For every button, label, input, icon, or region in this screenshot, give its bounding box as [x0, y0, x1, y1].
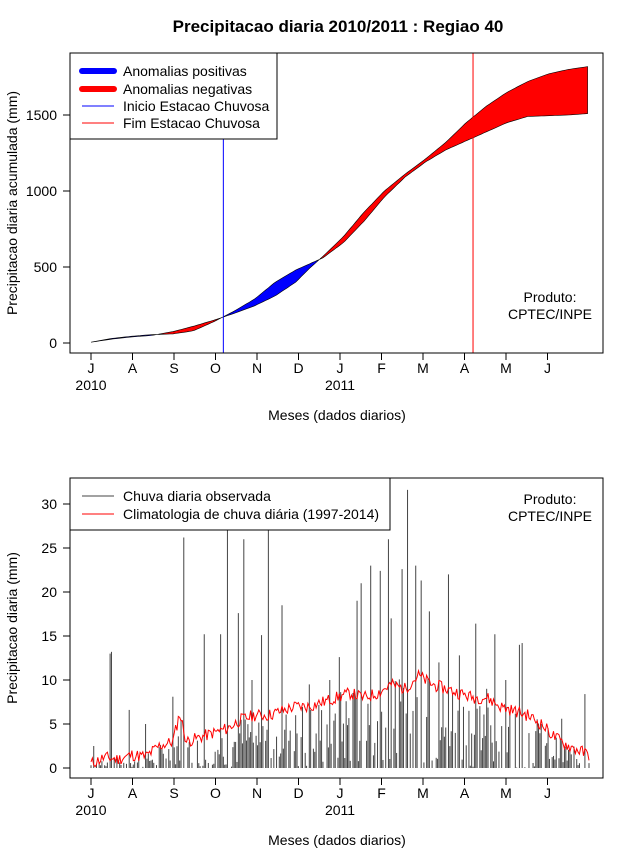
- y-tick-label: 1000: [26, 183, 57, 199]
- y-tick-label: 500: [34, 259, 58, 275]
- x-tick-label: J: [544, 360, 551, 376]
- daily-plot-area: [90, 489, 590, 768]
- cumulative-legend: Anomalias positivas Anomalias negativas …: [69, 52, 278, 140]
- x-tick-label: M: [500, 785, 512, 801]
- y-tick-label: 5: [49, 716, 57, 732]
- x-tick-label: O: [210, 785, 221, 801]
- y-tick-label: 15: [41, 628, 57, 644]
- x-tick-label: N: [252, 785, 262, 801]
- legend-label-positive: Anomalias positivas: [123, 63, 247, 79]
- cumulative-x-label: Meses (dados diarios): [268, 407, 406, 423]
- year-label: 2011: [325, 802, 355, 818]
- negative-anomaly-area: [158, 317, 223, 335]
- y-tick-label: 1500: [26, 107, 57, 123]
- cumulative-y-label: Precipitacao diaria acumulada (mm): [4, 91, 20, 315]
- daily-y-axis: 0 5 10 15 20 25 30: [41, 496, 70, 776]
- negative-anomaly-area: [319, 66, 588, 260]
- x-tick-label: J: [544, 785, 551, 801]
- year-label: 2010: [75, 802, 106, 818]
- x-tick-label: F: [377, 360, 386, 376]
- cumulative-y-axis: 0 500 1000 1500: [26, 107, 70, 351]
- cumulative-plot-area: [90, 66, 588, 343]
- product-label-top: Produto:: [524, 289, 577, 305]
- y-tick-label: 30: [41, 496, 57, 512]
- x-tick-label: J: [88, 785, 95, 801]
- legend-label-negative: Anomalias negativas: [123, 81, 252, 97]
- x-tick-label: S: [169, 785, 178, 801]
- daily-legend: Chuva diaria observada Climatologia de c…: [69, 477, 391, 531]
- legend-box-daily: [69, 477, 391, 531]
- daily-y-label: Precipitacao diaria (mm): [4, 552, 20, 704]
- product-source-top: CPTEC/INPE: [508, 306, 592, 322]
- x-tick-label: A: [460, 785, 470, 801]
- positive-anomaly-area: [90, 333, 160, 343]
- legend-label-start: Inicio Estacao Chuvosa: [123, 98, 270, 114]
- x-tick-label: O: [210, 360, 221, 376]
- climatology-line: [90, 668, 590, 768]
- x-tick-label: D: [293, 360, 303, 376]
- daily-x-label: Meses (dados diarios): [268, 832, 406, 848]
- legend-label-climatology: Climatologia de chuva diária (1997-2014): [123, 506, 379, 522]
- product-label-bottom: Produto:: [524, 491, 577, 507]
- x-tick-label: J: [337, 360, 344, 376]
- product-source-bottom: CPTEC/INPE: [508, 508, 592, 524]
- year-label: 2011: [325, 377, 355, 393]
- x-tick-label: M: [417, 785, 429, 801]
- chart-title: Precipitacao diaria 2010/2011 : Regiao 4…: [173, 17, 504, 36]
- legend-label-observed: Chuva diaria observada: [123, 488, 271, 504]
- x-tick-label: F: [377, 785, 386, 801]
- x-tick-label: N: [252, 360, 262, 376]
- x-tick-label: A: [128, 360, 138, 376]
- x-tick-label: J: [88, 360, 95, 376]
- x-tick-label: D: [293, 785, 303, 801]
- year-label: 2010: [75, 377, 106, 393]
- y-tick-label: 20: [41, 584, 57, 600]
- x-tick-label: M: [500, 360, 512, 376]
- x-tick-label: S: [169, 360, 178, 376]
- y-tick-label: 0: [49, 335, 57, 351]
- legend-box: [69, 52, 278, 140]
- x-tick-label: M: [417, 360, 429, 376]
- x-tick-label: A: [128, 785, 138, 801]
- cumulative-plot-frame: [69, 52, 604, 354]
- y-tick-label: 25: [41, 540, 57, 556]
- x-tick-label: A: [460, 360, 470, 376]
- positive-anomaly-area: [221, 258, 321, 318]
- legend-label-end: Fim Estacao Chuvosa: [123, 115, 260, 131]
- y-tick-label: 10: [41, 672, 57, 688]
- y-tick-label: 0: [49, 760, 57, 776]
- x-tick-label: J: [337, 785, 344, 801]
